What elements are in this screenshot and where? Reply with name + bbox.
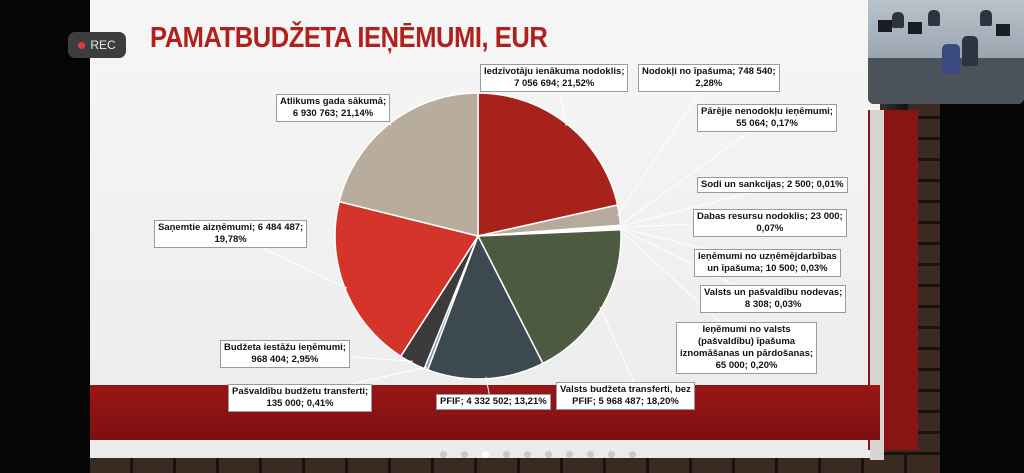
pager-dot[interactable]	[440, 451, 447, 458]
label-line: 55 064; 0,17%	[736, 118, 798, 129]
label-municipal-transfers: Pašvaldību budžetu transferti; 135 000; …	[228, 384, 373, 412]
pager-dot[interactable]	[566, 451, 573, 458]
pager-dot[interactable]	[503, 451, 510, 458]
label-line: Nodokļi no īpašuma; 748 540;	[642, 66, 776, 77]
recording-indicator[interactable]: REC	[68, 32, 126, 58]
label-fines: Sodi un sankcijas; 2 500; 0,01%	[697, 177, 848, 193]
label-line: Atlikums gada sākumā;	[280, 96, 387, 107]
label-line: iznomāšanas un pārdošanas;	[680, 348, 814, 359]
pie-slice	[476, 228, 622, 365]
label-line: (pašvaldību) īpašuma	[697, 336, 796, 347]
record-dot-icon	[78, 41, 86, 49]
slide-title: PAMATBUDŽETA IEŅĒMUMI, EUR	[150, 22, 548, 54]
label-state-fees: Valsts un pašvaldību nodevas; 8 308; 0,0…	[700, 285, 847, 313]
label-line: Valsts budžeta transferti, bez	[560, 384, 691, 395]
pager-dot[interactable]	[587, 451, 594, 458]
pager-dot[interactable]	[524, 451, 531, 458]
video-person	[980, 10, 992, 26]
pager-dot[interactable]	[545, 451, 552, 458]
participant-video-thumbnail[interactable]	[868, 0, 1024, 104]
label-line: 8 308; 0,03%	[744, 299, 802, 310]
pager-dot[interactable]	[608, 451, 615, 458]
label-line: Iedzīvotāju ienākuma nodoklis;	[484, 66, 625, 77]
label-line: Budžeta iestāžu ieņēmumi;	[224, 342, 346, 353]
brick-wall-bottom	[90, 455, 940, 473]
label-state-transfers: Valsts budžeta transferti, bez PFIF; 5 9…	[556, 382, 695, 410]
label-property-rent: Ieņēmumi no valsts (pašvaldību) īpašuma …	[676, 322, 818, 374]
label-line: Sodi un sankcijas; 2 500; 0,01%	[701, 179, 844, 190]
slide-pager	[440, 451, 636, 458]
label-business-income: Ieņēmumi no uzņēmējdarbības un īpašuma; …	[694, 249, 841, 277]
leader-line	[618, 123, 761, 227]
leader-line	[617, 83, 706, 216]
label-line: 2,28%	[695, 78, 723, 89]
label-property-tax: Nodokļi no īpašuma; 748 540; 2,28%	[638, 64, 780, 92]
label-line: un īpašuma; 10 500; 0,03%	[707, 263, 828, 274]
video-person	[942, 44, 960, 74]
video-monitor	[908, 22, 922, 34]
label-line: 19,78%	[214, 234, 247, 245]
label-loans: Saņemtie aizņēmumi; 6 484 487; 19,78%	[154, 220, 308, 248]
label-line: Saņemtie aizņēmumi; 6 484 487;	[158, 222, 304, 233]
pager-dot[interactable]	[482, 451, 489, 458]
label-natural-resources: Dabas resursu nodoklis; 23 000; 0,07%	[693, 209, 847, 237]
label-line: 0,07%	[756, 223, 784, 234]
video-person	[928, 10, 940, 26]
label-balance-start: Atlikums gada sākumā; 6 930 763; 21,14%	[276, 94, 391, 122]
label-line: Valsts un pašvaldību nodevas;	[704, 287, 843, 298]
label-line: PFIF; 4 332 502; 13,21%	[440, 396, 547, 407]
leader-line	[618, 189, 761, 228]
video-person	[962, 36, 978, 66]
label-line: PFIF; 5 968 487; 18,20%	[572, 396, 679, 407]
pager-dot[interactable]	[461, 451, 468, 458]
label-pfif: PFIF; 4 332 502; 13,21%	[436, 394, 551, 410]
label-line: Dabas resursu nodoklis; 23 000;	[697, 211, 843, 222]
pie-slice	[477, 92, 619, 237]
label-line: 7 056 694; 21,52%	[514, 78, 595, 89]
leader-line	[599, 306, 641, 396]
slide-edge	[870, 110, 884, 460]
label-iin: Iedzīvotāju ienākuma nodoklis; 7 056 694…	[480, 64, 629, 92]
pie-slice	[334, 200, 480, 358]
video-person	[892, 12, 904, 28]
recording-label: REC	[90, 38, 116, 52]
pager-dot[interactable]	[629, 451, 636, 458]
label-line: 65 000; 0,20%	[715, 360, 778, 371]
pie-slice	[338, 92, 479, 237]
label-other-nontax: Pārējie nenodokļu ieņēmumi; 55 064; 0,17…	[697, 104, 837, 132]
label-line: 6 930 763; 21,14%	[292, 108, 374, 119]
label-line: Pašvaldību budžetu transferti;	[232, 386, 369, 397]
label-line: Ieņēmumi no uzņēmējdarbības	[698, 251, 837, 262]
label-line: 135 000; 0,41%	[266, 398, 334, 409]
video-monitor	[878, 20, 892, 32]
label-line: Pārējie nenodokļu ieņēmumi;	[701, 106, 833, 117]
video-monitor	[996, 24, 1010, 36]
leader-line	[559, 92, 567, 127]
label-line: Ieņēmumi no valsts	[702, 324, 791, 335]
label-institution-income: Budžeta iestāžu ieņēmumi; 968 404; 2,95%	[220, 340, 350, 368]
label-line: 968 404; 2,95%	[251, 354, 319, 365]
leader-line	[618, 228, 741, 341]
